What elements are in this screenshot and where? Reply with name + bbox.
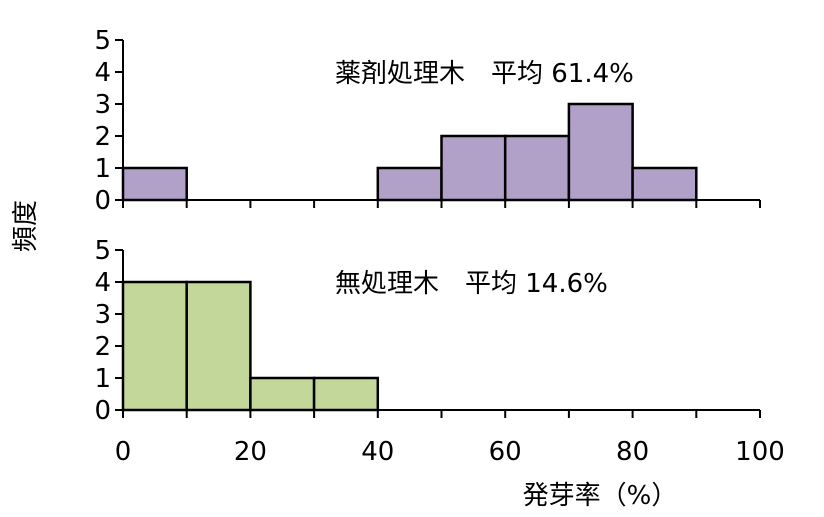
y-tick-label: 2	[94, 122, 111, 152]
panel-annotation: 薬剤処理木 平均 61.4%	[335, 59, 634, 89]
histogram-bar	[376, 166, 443, 202]
histogram-bar	[121, 280, 188, 412]
y-tick-label: 0	[94, 396, 111, 426]
histogram-bar	[312, 376, 380, 412]
y-tick-label: 2	[94, 332, 111, 362]
histogram-bar	[185, 280, 252, 412]
histogram-bar	[631, 166, 698, 202]
y-axis-label: 頻度	[11, 200, 41, 252]
y-tick-label: 1	[94, 154, 111, 184]
panel-annotation: 無処理木 平均 14.6%	[335, 269, 608, 299]
x-axis-label: 発芽率（%）	[523, 481, 678, 511]
x-tick-label: 0	[115, 437, 132, 467]
histogram-bar	[503, 134, 571, 202]
x-tick-label: 40	[361, 437, 394, 467]
y-tick-label: 4	[94, 58, 111, 88]
x-tick-label: 100	[735, 437, 785, 467]
histogram-bar	[121, 166, 188, 202]
histogram-bar	[567, 102, 634, 202]
x-tick-label: 80	[616, 437, 649, 467]
y-tick-label: 4	[94, 268, 111, 298]
x-tick-label: 60	[489, 437, 522, 467]
y-tick-label: 1	[94, 364, 111, 394]
y-tick-label: 3	[94, 300, 111, 330]
y-tick-label: 5	[94, 26, 111, 56]
y-tick-label: 0	[94, 186, 111, 216]
y-tick-label: 5	[94, 236, 111, 266]
y-tick-label: 3	[94, 90, 111, 120]
histogram-bar	[249, 376, 316, 412]
x-tick-label: 20	[234, 437, 267, 467]
histogram-bar	[440, 134, 507, 202]
